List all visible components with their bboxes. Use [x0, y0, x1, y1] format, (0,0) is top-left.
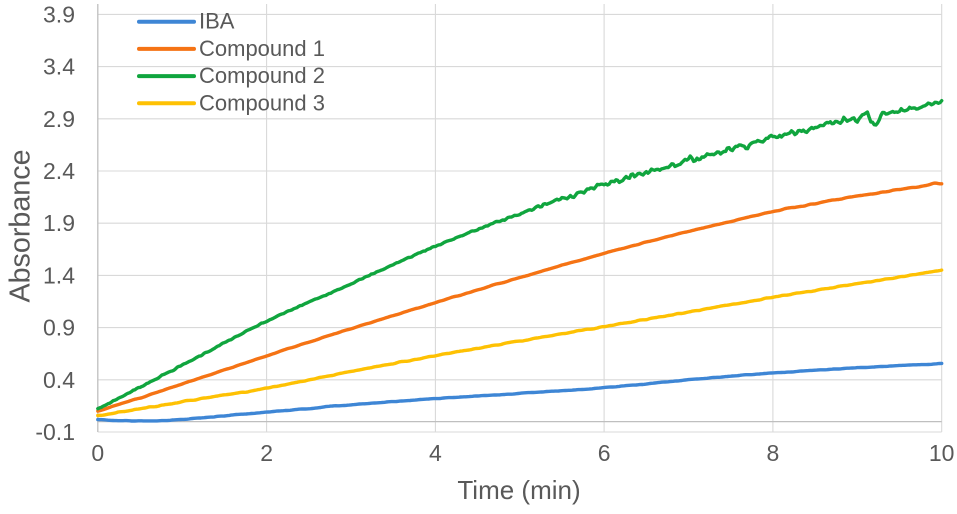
svg-text:0.4: 0.4 — [43, 367, 75, 393]
svg-text:6: 6 — [598, 440, 611, 466]
svg-text:10: 10 — [929, 440, 955, 466]
svg-text:Time (min): Time (min) — [457, 475, 580, 505]
svg-text:Absorbance: Absorbance — [5, 149, 37, 302]
svg-text:3.4: 3.4 — [43, 54, 75, 80]
svg-text:0.9: 0.9 — [43, 315, 75, 341]
svg-text:2.4: 2.4 — [43, 158, 75, 184]
svg-text:8: 8 — [767, 440, 780, 466]
svg-text:2: 2 — [260, 440, 273, 466]
svg-text:Compound 2: Compound 2 — [199, 63, 325, 88]
svg-text:1.4: 1.4 — [43, 262, 75, 288]
svg-text:IBA: IBA — [199, 9, 235, 34]
svg-text:-0.1: -0.1 — [35, 419, 75, 445]
svg-text:3.9: 3.9 — [43, 1, 75, 27]
svg-text:0: 0 — [91, 440, 104, 466]
svg-text:Compound 3: Compound 3 — [199, 90, 325, 115]
svg-text:4: 4 — [429, 440, 442, 466]
svg-text:1.9: 1.9 — [43, 210, 75, 236]
svg-text:Compound 1: Compound 1 — [199, 36, 325, 61]
svg-text:2.9: 2.9 — [43, 106, 75, 132]
